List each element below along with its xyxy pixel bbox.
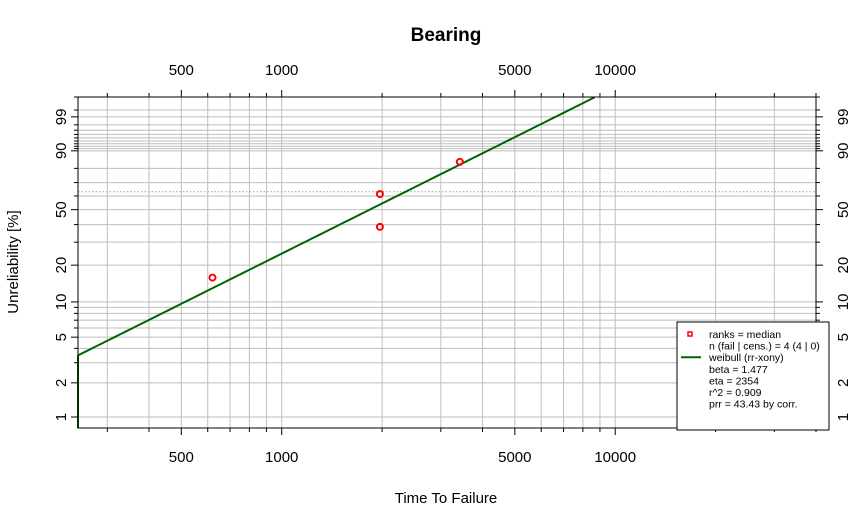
x-axis-label: Time To Failure [395,490,498,507]
y-tick-label-left: 1 [53,413,70,421]
data-point [455,157,464,166]
y-tick-label-right: 10 [835,294,852,311]
x-tick-label-top: 500 [169,62,194,79]
legend-entry: prr = 43.43 by corr. [709,399,797,411]
legend-point-symbol [687,331,693,337]
x-tick-label-bottom: 1000 [265,449,298,466]
axis-ticks: 500 500 1000 1000 5000 5000 10000 10000 1 1 2 2 5 5 10… [53,62,852,466]
data-points [208,157,464,282]
y-tick-label-right: 50 [835,201,852,218]
weibull-fit-line [77,96,596,357]
data-point [208,273,217,282]
y-axis-label: Unreliability [%] [5,210,22,313]
x-tick-label-bottom: 500 [169,449,194,466]
y-tick-label-left: 10 [53,294,70,311]
y-tick-label-right: 5 [835,333,852,341]
legend-entry: weibull (rr-xony) [708,352,784,364]
y-tick-label-right: 1 [835,413,852,421]
x-tick-label-bottom: 10000 [594,449,636,466]
y-tick-label-left: 50 [53,201,70,218]
legend-entry: r^2 = 0.909 [709,387,762,399]
y-tick-label-left: 2 [53,379,70,387]
legend-entry: beta = 1.477 [709,364,768,376]
legend-entry: n (fail | cens.) = 4 (4 | 0) [709,341,820,353]
legend-entry: ranks = median [709,329,781,341]
y-tick-label-left: 5 [53,333,70,341]
legend-box [676,321,830,431]
x-tick-label-top: 10000 [594,62,636,79]
y-tick-label-right: 2 [835,379,852,387]
y-tick-label-right: 99 [835,109,852,126]
x-tick-label-top: 1000 [265,62,298,79]
fit-line-layer [77,96,596,428]
legend-entry: eta = 2354 [709,375,759,387]
data-point [375,222,384,231]
y-tick-label-left: 20 [53,257,70,274]
data-point [375,190,384,199]
y-tick-label-left: 90 [53,142,70,159]
y-tick-label-right: 90 [835,142,852,159]
chart-title: Bearing [411,25,482,46]
y-tick-label-left: 99 [53,109,70,126]
x-tick-label-top: 5000 [498,62,531,79]
plot-frame [77,96,817,429]
y-tick-label-right: 20 [835,257,852,274]
x-tick-label-bottom: 5000 [498,449,531,466]
